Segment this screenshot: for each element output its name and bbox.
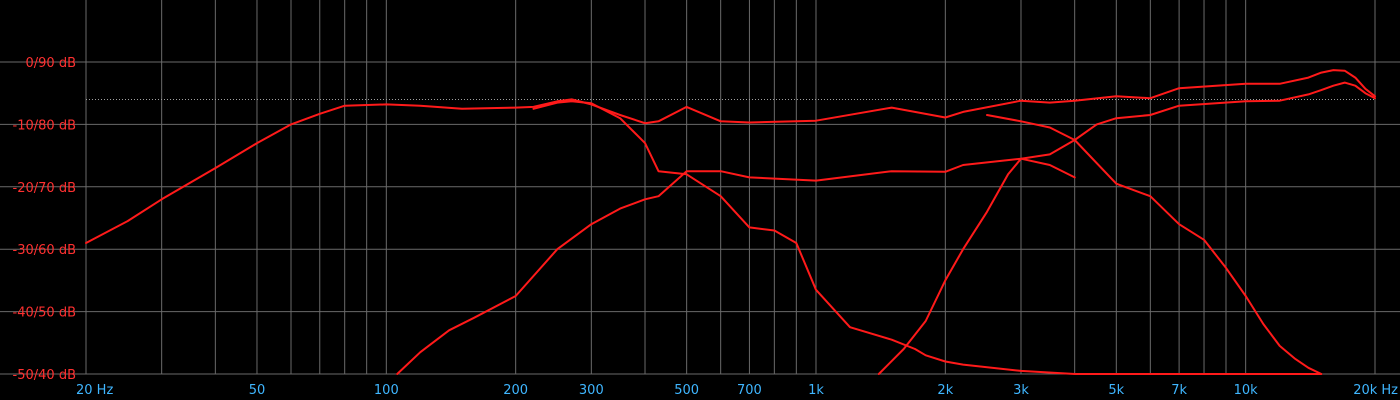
series-line-2 [396, 157, 1076, 375]
x-tick-label: 3k [1013, 383, 1029, 398]
x-tick-label: 10k [1234, 383, 1259, 398]
y-tick-label: 0/90 dB [26, 56, 77, 71]
x-tick-label: 50 [249, 383, 266, 398]
y-tick-label: -30/60 dB [13, 243, 76, 258]
grid [0, 0, 1400, 375]
y-tick-label: -40/50 dB [13, 306, 76, 321]
x-tick-labels: 20 Hz 50 100 200 300 500 700 1k 2k 3k 5k 7k 10k 20k H… [76, 383, 1398, 398]
x-tick-label: 5k [1108, 383, 1124, 398]
series-layer [85, 69, 1376, 375]
x-tick-label: 300 [579, 383, 604, 398]
x-tick-label: 700 [737, 383, 762, 398]
x-tick-label: 2k [937, 383, 953, 398]
x-tick-label: 20k Hz [1353, 383, 1398, 398]
x-tick-label: 7k [1171, 383, 1187, 398]
series-line-3 [877, 81, 1376, 375]
y-tick-label: -50/40 dB [13, 368, 76, 383]
x-tick-label: 500 [674, 383, 699, 398]
x-tick-label: 1k [808, 383, 824, 398]
series-line-5 [986, 114, 1323, 375]
x-tick-label: 200 [503, 383, 528, 398]
y-tick-labels: 0/90 dB -10/80 dB -20/70 dB -30/60 dB -40/50… [13, 56, 76, 383]
x-tick-label: 100 [374, 383, 399, 398]
y-tick-label: -10/80 dB [13, 118, 76, 133]
x-tick-label: 20 Hz [76, 383, 113, 398]
series-line-4 [532, 100, 1323, 375]
y-tick-label: -20/70 dB [13, 181, 76, 196]
series-line-1 [85, 69, 1376, 244]
